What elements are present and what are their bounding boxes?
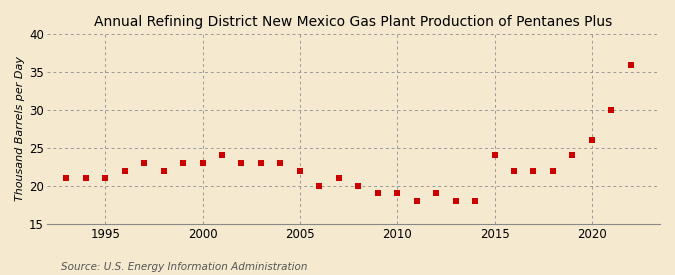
Point bbox=[606, 108, 617, 112]
Point bbox=[158, 168, 169, 173]
Text: Source: U.S. Energy Information Administration: Source: U.S. Energy Information Administ… bbox=[61, 262, 307, 272]
Point bbox=[470, 199, 481, 203]
Point bbox=[547, 168, 558, 173]
Point bbox=[392, 191, 402, 196]
Point bbox=[411, 199, 422, 203]
Point bbox=[217, 153, 227, 158]
Point bbox=[100, 176, 111, 180]
Point bbox=[489, 153, 500, 158]
Point bbox=[197, 161, 208, 165]
Point bbox=[314, 183, 325, 188]
Point bbox=[353, 183, 364, 188]
Point bbox=[178, 161, 188, 165]
Point bbox=[528, 168, 539, 173]
Point bbox=[275, 161, 286, 165]
Point bbox=[236, 161, 247, 165]
Point bbox=[294, 168, 305, 173]
Point bbox=[139, 161, 150, 165]
Point bbox=[587, 138, 597, 142]
Point bbox=[119, 168, 130, 173]
Point bbox=[333, 176, 344, 180]
Point bbox=[373, 191, 383, 196]
Point bbox=[450, 199, 461, 203]
Point bbox=[256, 161, 267, 165]
Point bbox=[431, 191, 441, 196]
Point bbox=[508, 168, 519, 173]
Point bbox=[61, 176, 72, 180]
Title: Annual Refining District New Mexico Gas Plant Production of Pentanes Plus: Annual Refining District New Mexico Gas … bbox=[95, 15, 612, 29]
Point bbox=[626, 62, 637, 67]
Y-axis label: Thousand Barrels per Day: Thousand Barrels per Day bbox=[15, 56, 25, 202]
Point bbox=[567, 153, 578, 158]
Point bbox=[80, 176, 91, 180]
